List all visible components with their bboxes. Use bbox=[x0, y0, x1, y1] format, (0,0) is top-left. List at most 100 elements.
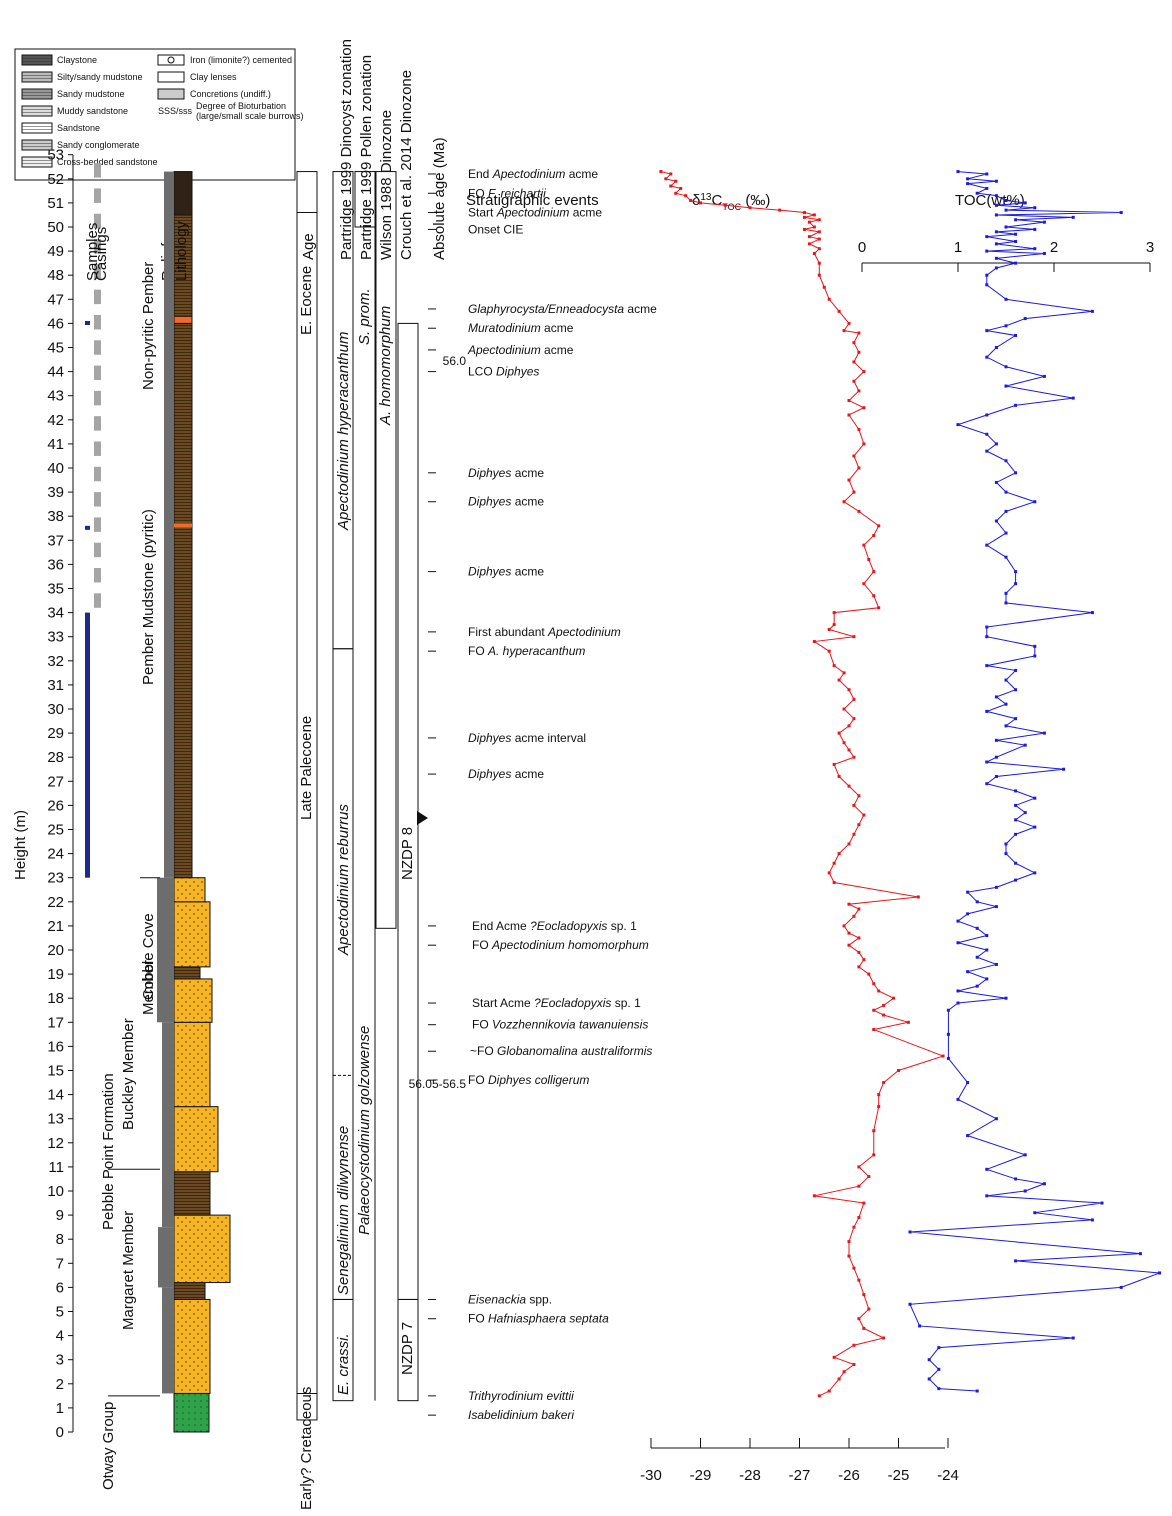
zone-reburrus-label: Apectodinium reburrus bbox=[335, 804, 352, 956]
toc-point bbox=[985, 934, 988, 937]
d13c-point bbox=[828, 298, 831, 301]
toc-point bbox=[937, 1346, 940, 1349]
d13c-point bbox=[843, 741, 846, 744]
d13c-point bbox=[882, 1004, 885, 1007]
iron-band bbox=[174, 523, 192, 527]
height-tick-label: 13 bbox=[47, 1111, 64, 1128]
event-text-part: spp. bbox=[526, 1292, 552, 1306]
d13c-point bbox=[848, 785, 851, 788]
d13c-point bbox=[857, 1165, 860, 1168]
d13c-point bbox=[724, 204, 727, 207]
toc-point bbox=[995, 442, 998, 445]
toc-point bbox=[966, 970, 969, 973]
d13c-point bbox=[877, 1105, 880, 1108]
casing-mark bbox=[94, 441, 101, 455]
d13c-point bbox=[852, 756, 855, 759]
event-text-part: A. hyperacanthum bbox=[487, 644, 585, 658]
d13c-tick-label: -25 bbox=[888, 1467, 910, 1484]
height-tick-label: 7 bbox=[56, 1255, 64, 1272]
toc-point bbox=[966, 1081, 969, 1084]
toc-point bbox=[1005, 556, 1008, 559]
toc-point bbox=[985, 977, 988, 980]
height-tick-label: 0 bbox=[56, 1424, 64, 1441]
toc-point bbox=[1091, 310, 1094, 313]
d13c-point bbox=[818, 1394, 821, 1397]
d13c-point bbox=[813, 213, 816, 216]
d13c-point bbox=[848, 724, 851, 727]
d13c-point bbox=[848, 688, 851, 691]
lithology-bed bbox=[174, 902, 210, 967]
toc-point bbox=[937, 1368, 940, 1371]
d13c-point bbox=[813, 640, 816, 643]
d13c-point bbox=[843, 924, 846, 927]
d13c-tick-label: -24 bbox=[937, 1467, 959, 1484]
toc-point bbox=[1043, 1182, 1046, 1185]
lithology-bed bbox=[174, 1215, 230, 1282]
event-text-part: acme bbox=[569, 206, 602, 220]
toc-point bbox=[1005, 724, 1008, 727]
toc-point bbox=[1005, 703, 1008, 706]
casing-mark bbox=[94, 416, 101, 430]
toc-point bbox=[1024, 811, 1027, 814]
height-tick-label: 44 bbox=[47, 364, 64, 381]
d13c-point bbox=[808, 221, 811, 224]
event-label: Diphyes acme bbox=[468, 767, 544, 781]
event-text-part: Apectodinium bbox=[492, 167, 566, 181]
legend-label: Silty/sandy mudstone bbox=[57, 72, 143, 82]
height-tick-label: 33 bbox=[47, 629, 64, 646]
toc-point bbox=[966, 1134, 969, 1137]
toc-point bbox=[995, 963, 998, 966]
d13c-point bbox=[852, 454, 855, 457]
toc-point bbox=[995, 775, 998, 778]
d13c-point bbox=[857, 428, 860, 431]
event-text-part: First abundant bbox=[468, 625, 548, 639]
legend-swatch bbox=[22, 72, 52, 82]
d13c-point bbox=[852, 360, 855, 363]
event-label: Diphyes acme bbox=[468, 466, 544, 480]
d13c-point bbox=[833, 664, 836, 667]
event-text-part: LCO bbox=[468, 365, 496, 379]
height-tick-label: 41 bbox=[47, 436, 64, 453]
d13c-point bbox=[818, 247, 821, 250]
casing-mark bbox=[94, 188, 101, 202]
d13c-point bbox=[862, 1327, 865, 1330]
d13c-point bbox=[852, 1363, 855, 1366]
event-text-part: Start bbox=[468, 206, 497, 220]
toc-point bbox=[1014, 334, 1017, 337]
d13c-point bbox=[833, 623, 836, 626]
relief-block bbox=[162, 1287, 174, 1393]
toc-point bbox=[947, 1057, 950, 1060]
event-text-part: acme bbox=[541, 321, 574, 335]
event-text-part: acme bbox=[624, 302, 657, 316]
d13c-point bbox=[838, 732, 841, 735]
height-tick-label: 25 bbox=[47, 822, 64, 839]
toc-point bbox=[976, 927, 979, 930]
d13c-point bbox=[872, 1129, 875, 1132]
event-label: Start Apectodinium acme bbox=[468, 206, 602, 220]
toc-point bbox=[1043, 221, 1046, 224]
event-label: Start Acme ?Eocladopyxis sp. 1 bbox=[472, 996, 641, 1010]
toc-point bbox=[995, 1117, 998, 1120]
zone-sprom-label: S. prom. bbox=[356, 288, 373, 345]
casing-mark bbox=[94, 290, 101, 304]
toc-point bbox=[985, 949, 988, 952]
d13c-point bbox=[867, 558, 870, 561]
height-tick-label: 26 bbox=[47, 797, 64, 814]
event-text-part: Apectodinium bbox=[467, 343, 541, 357]
sample-mark bbox=[85, 321, 90, 325]
event-text-part: Diphyes bbox=[496, 365, 539, 379]
d13c-point bbox=[838, 310, 841, 313]
abs-age-56-05: 56.05-56.5 bbox=[409, 1077, 467, 1091]
event-label: Apectodinium acme bbox=[467, 343, 574, 357]
event-text-part: FO bbox=[472, 1018, 492, 1032]
toc-point bbox=[995, 886, 998, 889]
event-label: FO F. reichartii bbox=[468, 186, 546, 200]
d13c-point bbox=[664, 177, 667, 180]
bioturb-key: SSS/sss bbox=[158, 106, 193, 116]
d13c-point bbox=[813, 252, 816, 255]
height-tick-label: 42 bbox=[47, 412, 64, 429]
d13c-point bbox=[857, 823, 860, 826]
d13c-point bbox=[818, 238, 821, 241]
event-text-part: Diphyes bbox=[468, 466, 511, 480]
toc-point bbox=[1033, 826, 1036, 829]
